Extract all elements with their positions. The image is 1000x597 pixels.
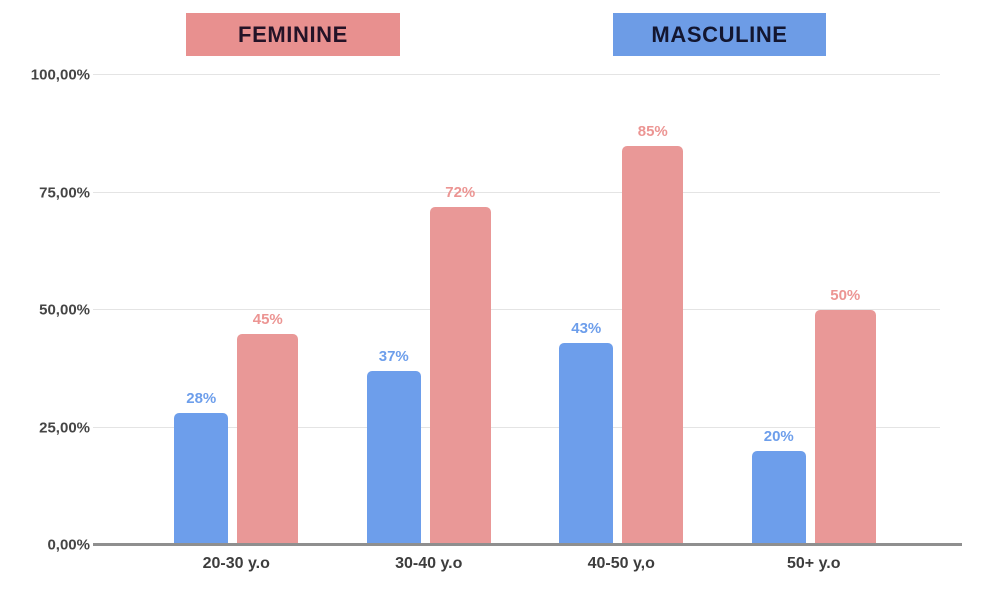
bar-column-feminine: 45% (237, 75, 299, 545)
y-tick-label: 50,00% (39, 301, 90, 319)
y-tick-label: 75,00% (39, 184, 90, 201)
legend-masculine-badge: MASCULINE (613, 13, 826, 56)
y-tick-label: 100,00% (30, 66, 90, 84)
gridline (93, 309, 940, 310)
bar-pair: 43% 85% (525, 75, 718, 545)
value-label-feminine: 45% (252, 310, 283, 328)
value-label-masculine: 28% (186, 390, 217, 408)
x-category-label: 20-30 y.o (202, 555, 270, 572)
legend-feminine-label: FEMININE (238, 21, 348, 47)
bar-feminine (622, 145, 684, 545)
plot-area: 28% 45% 20-30 y.o 37% 72% 30-40 y.o 43% 85% 40-5… (93, 74, 962, 572)
bar-pair: 20% 50% (718, 75, 911, 545)
bar-column-feminine: 50% (814, 75, 876, 545)
y-tick-label: 0,00% (47, 536, 90, 554)
value-label-feminine: 50% (830, 287, 861, 304)
x-category-label: 40-50 y,o (587, 555, 655, 572)
x-category-label: 50+ y.o (786, 555, 841, 572)
bar-group: 20% 50% 50+ y.o (718, 75, 911, 572)
bar-masculine (751, 451, 806, 545)
bar-group: 37% 72% 30-40 y.o (333, 75, 526, 572)
legend-feminine-badge: FEMININE (186, 13, 400, 56)
value-label-feminine: 72% (445, 183, 476, 201)
bar-column-masculine: 28% (174, 75, 229, 545)
bar-group: 43% 85% 40-50 y,o (525, 75, 718, 572)
value-label-masculine: 37% (378, 348, 409, 366)
gridline (93, 74, 940, 75)
bar-feminine (237, 333, 299, 545)
bar-masculine (366, 371, 421, 545)
bar-pair: 28% 45% (140, 75, 333, 545)
bar-feminine (814, 310, 876, 545)
bar-column-masculine: 37% (366, 75, 421, 545)
value-label-masculine: 43% (571, 319, 602, 337)
bar-masculine (174, 413, 229, 545)
value-label-feminine: 85% (637, 122, 668, 140)
bar-feminine (429, 206, 491, 545)
value-label-masculine: 20% (763, 428, 794, 445)
bar-column-masculine: 20% (751, 75, 806, 545)
bar-groups: 28% 45% 20-30 y.o 37% 72% 30-40 y.o 43% 85% 40-5… (100, 75, 940, 572)
bar-column-feminine: 72% (429, 75, 491, 545)
y-axis: 0,00% 25,00% 50,00% 75,00% 100,00% (0, 67, 90, 554)
bar-column-feminine: 85% (622, 75, 684, 545)
legend-masculine-label: MASCULINE (651, 21, 788, 47)
bar-group: 28% 45% 20-30 y.o (140, 75, 333, 572)
y-tick-label: 25,00% (39, 419, 90, 436)
bar-masculine (559, 342, 614, 545)
x-axis-line (93, 543, 962, 546)
bar-column-masculine: 43% (559, 75, 614, 545)
gridline (93, 191, 940, 193)
x-category-label: 30-40 y.o (395, 555, 463, 572)
gridline (93, 426, 940, 428)
bar-pair: 37% 72% (333, 75, 526, 545)
